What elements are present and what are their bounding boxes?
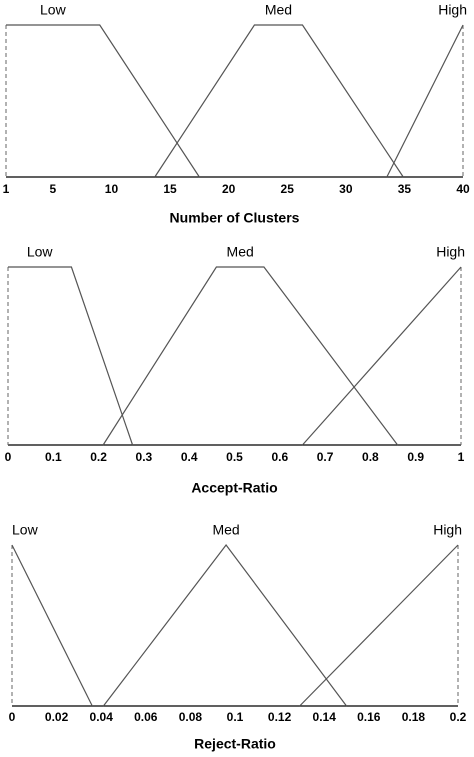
membership-line	[6, 24, 200, 178]
x-tick-label: 0.1	[45, 450, 62, 464]
x-axis-label: Accept-Ratio	[191, 480, 277, 496]
x-axis-label: Reject-Ratio	[194, 736, 276, 752]
x-tick-label: 30	[339, 182, 353, 196]
x-tick-label: 0.14	[313, 710, 337, 724]
x-tick-label: 0.16	[357, 710, 381, 724]
x-tick-label: 0.2	[90, 450, 107, 464]
series-label: Low	[40, 2, 67, 18]
x-tick-label: 20	[222, 182, 236, 196]
x-tick-label: 10	[105, 182, 119, 196]
series-label: High	[436, 244, 465, 260]
x-tick-label: 0.5	[226, 450, 243, 464]
series-label: High	[433, 522, 462, 538]
x-tick-label: 0	[5, 450, 12, 464]
x-tick-label: 0.06	[134, 710, 158, 724]
membership-line	[299, 544, 459, 707]
membership-line	[8, 266, 134, 446]
x-tick-label: 0.7	[317, 450, 334, 464]
membership-line	[302, 266, 462, 446]
x-tick-label: 0.1	[227, 710, 244, 724]
series-label: Med	[212, 522, 239, 538]
x-tick-label: 25	[281, 182, 295, 196]
x-tick-label: 0.12	[268, 710, 292, 724]
x-tick-label: 0.6	[271, 450, 288, 464]
x-axis-label: Number of Clusters	[170, 210, 300, 226]
membership-line	[102, 544, 347, 707]
x-tick-label: 0.9	[407, 450, 424, 464]
x-tick-label: 0.18	[402, 710, 426, 724]
membership-line	[386, 24, 464, 178]
series-label: Med	[265, 2, 292, 18]
x-tick-label: 5	[50, 182, 57, 196]
x-tick-label: 1	[458, 450, 465, 464]
membership-line	[154, 24, 404, 178]
series-label: Low	[12, 522, 39, 538]
x-tick-label: 0.08	[179, 710, 203, 724]
series-label: Med	[227, 244, 254, 260]
x-tick-label: 0.04	[90, 710, 114, 724]
x-tick-label: 0.02	[45, 710, 69, 724]
membership-line	[102, 266, 399, 446]
x-tick-label: 0.8	[362, 450, 379, 464]
x-tick-label: 1	[3, 182, 10, 196]
x-tick-label: 0.3	[136, 450, 153, 464]
series-label: Low	[27, 244, 54, 260]
x-tick-label: 15	[163, 182, 177, 196]
x-tick-label: 0.4	[181, 450, 198, 464]
x-tick-label: 0.2	[450, 710, 467, 724]
series-label: High	[438, 2, 467, 18]
membership-line	[11, 544, 93, 707]
x-tick-label: 0	[9, 710, 16, 724]
x-tick-label: 40	[456, 182, 470, 196]
x-tick-label: 35	[398, 182, 412, 196]
